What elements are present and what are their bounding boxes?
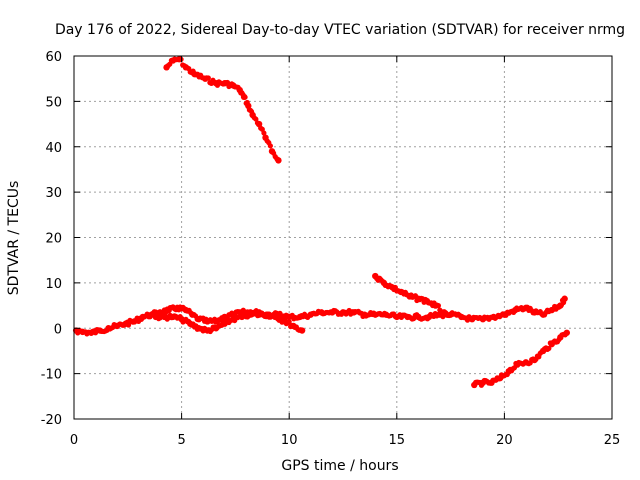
x-tick-label: 25 [604, 433, 621, 448]
track-mark [435, 303, 442, 309]
data-series-layer [72, 55, 571, 389]
x-tick-label: 5 [177, 433, 185, 448]
track-mark [205, 75, 211, 81]
series-track-mid-a [72, 304, 306, 337]
y-tick-label: 30 [45, 186, 62, 201]
series-track-high [163, 55, 282, 164]
grid-lines [74, 56, 612, 419]
tick-marks [73, 55, 613, 420]
y-tick-label: 10 [45, 277, 62, 292]
data-point [275, 157, 282, 164]
y-tick-label: 60 [45, 50, 62, 65]
data-point [298, 327, 306, 334]
y-tick-label: -10 [41, 368, 62, 383]
track-mark [242, 94, 248, 100]
series-track-evening-lower [471, 329, 571, 389]
track-mark [546, 345, 552, 352]
x-tick-label: 10 [281, 433, 298, 448]
y-tick-label: -20 [41, 413, 62, 428]
y-axis-label: SDTVAR / TECUs [6, 181, 22, 296]
chart-title: Day 176 of 2022, Sidereal Day-to-day VTE… [55, 22, 625, 38]
y-tick-label: 50 [45, 95, 62, 110]
data-point [561, 295, 568, 302]
track-mark [125, 322, 132, 328]
x-axis-label: GPS time / hours [281, 458, 398, 474]
data-point [563, 329, 571, 336]
tick-labels: 0 5 10 15 20 25 -20 -10 0 10 20 30 40 50 60 [41, 50, 621, 448]
x-tick-label: 20 [496, 433, 513, 448]
track-mark [267, 143, 273, 149]
y-tick-label: 0 [54, 322, 62, 337]
y-tick-label: 40 [45, 141, 62, 156]
x-tick-label: 15 [389, 433, 406, 448]
x-tick-label: 0 [70, 433, 78, 448]
track-mark [178, 56, 184, 62]
track-mark [261, 130, 267, 136]
data-point [440, 309, 448, 316]
y-tick-label: 20 [45, 232, 62, 247]
track-mark [286, 319, 292, 325]
series-track-evening-upper [372, 272, 448, 316]
